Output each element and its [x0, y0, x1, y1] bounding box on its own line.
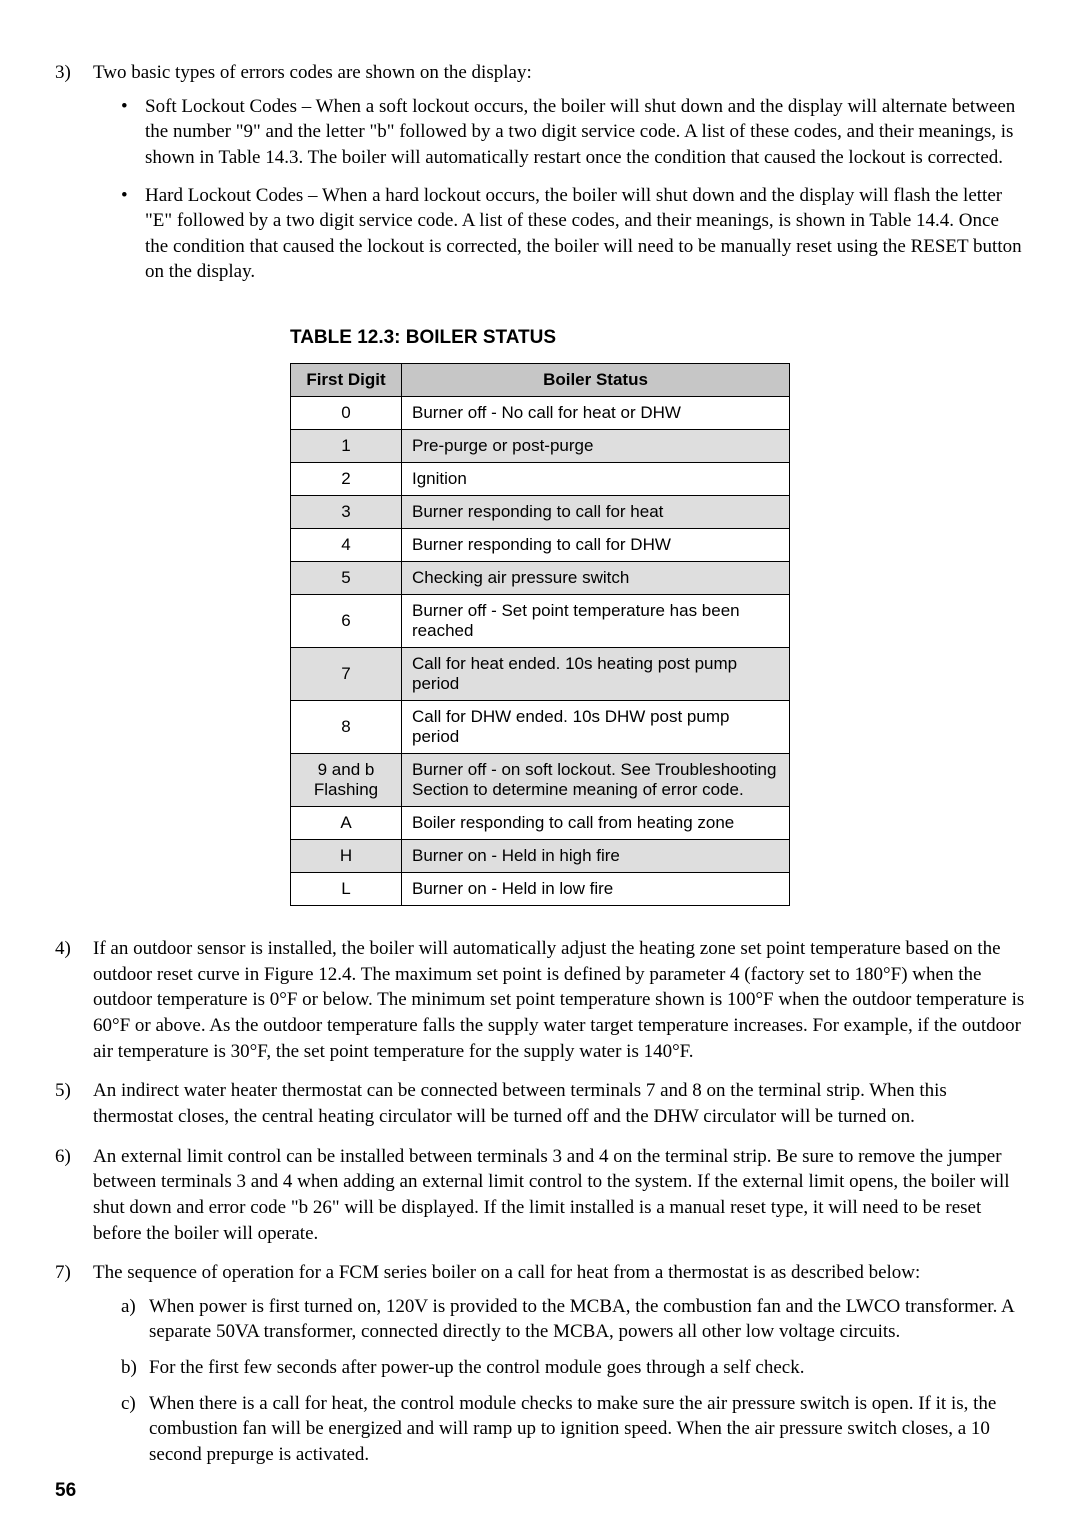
list-body: An indirect water heater thermostat can … — [93, 1078, 1025, 1129]
table-header-cell: First Digit — [291, 364, 402, 397]
table-cell-status: Burner on - Held in high fire — [402, 840, 790, 873]
sub-text: For the first few seconds after power-up… — [149, 1355, 804, 1381]
sub-marker: a) — [121, 1294, 149, 1345]
table-cell-status: Burner on - Held in low fire — [402, 873, 790, 906]
numbered-list-bottom: 4) If an outdoor sensor is installed, th… — [55, 936, 1025, 1478]
sub-list-item: b) For the first few seconds after power… — [121, 1355, 1025, 1381]
table-cell-first-digit: A — [291, 807, 402, 840]
table-row: 1Pre-purge or post-purge — [291, 430, 790, 463]
table-row: 5Checking air pressure switch — [291, 562, 790, 595]
sub-text: When power is first turned on, 120V is p… — [149, 1294, 1025, 1345]
table-row: 0Burner off - No call for heat or DHW — [291, 397, 790, 430]
list-text: The sequence of operation for a FCM seri… — [93, 1262, 920, 1283]
table-cell-status: Call for heat ended. 10s heating post pu… — [402, 648, 790, 701]
table-cell-first-digit: 9 and b Flashing — [291, 754, 402, 807]
sub-marker: b) — [121, 1355, 149, 1381]
bullet-icon: • — [121, 183, 145, 286]
table-cell-first-digit: 7 — [291, 648, 402, 701]
table-row: 7Call for heat ended. 10s heating post p… — [291, 648, 790, 701]
list-body: An external limit control can be install… — [93, 1144, 1025, 1247]
list-marker: 5) — [55, 1078, 93, 1129]
list-text: An external limit control can be install… — [93, 1146, 1010, 1244]
list-text: If an outdoor sensor is installed, the b… — [93, 938, 1024, 1062]
table-cell-first-digit: 0 — [291, 397, 402, 430]
table-header-row: First Digit Boiler Status — [291, 364, 790, 397]
list-body: Two basic types of errors codes are show… — [93, 60, 1025, 297]
table-row: ABoiler responding to call from heating … — [291, 807, 790, 840]
list-body: If an outdoor sensor is installed, the b… — [93, 936, 1025, 1064]
table-cell-first-digit: L — [291, 873, 402, 906]
list-marker: 7) — [55, 1260, 93, 1477]
table-cell-first-digit: 1 — [291, 430, 402, 463]
table-cell-first-digit: 6 — [291, 595, 402, 648]
table-cell-first-digit: 8 — [291, 701, 402, 754]
table-row: LBurner on - Held in low fire — [291, 873, 790, 906]
list-item-4: 4) If an outdoor sensor is installed, th… — [55, 936, 1025, 1064]
table-cell-status: Burner off - on soft lockout. See Troubl… — [402, 754, 790, 807]
sub-text: When there is a call for heat, the contr… — [149, 1391, 1025, 1468]
table-cell-first-digit: H — [291, 840, 402, 873]
sub-marker: c) — [121, 1391, 149, 1468]
table-cell-status: Checking air pressure switch — [402, 562, 790, 595]
table-cell-status: Burner responding to call for DHW — [402, 529, 790, 562]
table-cell-first-digit: 4 — [291, 529, 402, 562]
list-body: The sequence of operation for a FCM seri… — [93, 1260, 1025, 1477]
sub-list-item: a) When power is first turned on, 120V i… — [121, 1294, 1025, 1345]
table-cell-first-digit: 3 — [291, 496, 402, 529]
table-row: 9 and b FlashingBurner off - on soft loc… — [291, 754, 790, 807]
list-item-7: 7) The sequence of operation for a FCM s… — [55, 1260, 1025, 1477]
table-body: 0Burner off - No call for heat or DHW1Pr… — [291, 397, 790, 906]
list-text: An indirect water heater thermostat can … — [93, 1080, 947, 1127]
table-cell-status: Burner off - No call for heat or DHW — [402, 397, 790, 430]
sub-list-item: c) When there is a call for heat, the co… — [121, 1391, 1025, 1468]
page: 3) Two basic types of errors codes are s… — [0, 0, 1080, 1532]
bullet-text: Soft Lockout Codes – When a soft lockout… — [145, 94, 1025, 171]
table-cell-first-digit: 2 — [291, 463, 402, 496]
bullet-item: • Hard Lockout Codes – When a hard locko… — [121, 183, 1025, 286]
table-cell-status: Burner off - Set point temperature has b… — [402, 595, 790, 648]
bullet-item: • Soft Lockout Codes – When a soft locko… — [121, 94, 1025, 171]
table-title: TABLE 12.3: BOILER STATUS — [290, 327, 790, 349]
table-row: 4Burner responding to call for DHW — [291, 529, 790, 562]
table-row: HBurner on - Held in high fire — [291, 840, 790, 873]
table-cell-status: Call for DHW ended. 10s DHW post pump pe… — [402, 701, 790, 754]
sub-list: a) When power is first turned on, 120V i… — [121, 1294, 1025, 1468]
bullet-text: Hard Lockout Codes – When a hard lockout… — [145, 183, 1025, 286]
table-cell-status: Ignition — [402, 463, 790, 496]
bullet-icon: • — [121, 94, 145, 171]
list-marker: 4) — [55, 936, 93, 1064]
table-header-cell: Boiler Status — [402, 364, 790, 397]
page-number: 56 — [55, 1480, 76, 1502]
bullet-list: • Soft Lockout Codes – When a soft locko… — [121, 94, 1025, 285]
boiler-status-table: First Digit Boiler Status 0Burner off - … — [290, 363, 790, 906]
table-row: 2Ignition — [291, 463, 790, 496]
list-text: Two basic types of errors codes are show… — [93, 62, 532, 83]
table-cell-status: Burner responding to call for heat — [402, 496, 790, 529]
table-container: TABLE 12.3: BOILER STATUS First Digit Bo… — [290, 327, 790, 906]
list-item-6: 6) An external limit control can be inst… — [55, 1144, 1025, 1247]
list-marker: 3) — [55, 60, 93, 297]
table-row: 8Call for DHW ended. 10s DHW post pump p… — [291, 701, 790, 754]
list-item-5: 5) An indirect water heater thermostat c… — [55, 1078, 1025, 1129]
table-cell-first-digit: 5 — [291, 562, 402, 595]
numbered-list-top: 3) Two basic types of errors codes are s… — [55, 60, 1025, 297]
table-cell-status: Boiler responding to call from heating z… — [402, 807, 790, 840]
table-cell-status: Pre-purge or post-purge — [402, 430, 790, 463]
table-row: 6Burner off - Set point temperature has … — [291, 595, 790, 648]
list-marker: 6) — [55, 1144, 93, 1247]
list-item-3: 3) Two basic types of errors codes are s… — [55, 60, 1025, 297]
table-row: 3Burner responding to call for heat — [291, 496, 790, 529]
